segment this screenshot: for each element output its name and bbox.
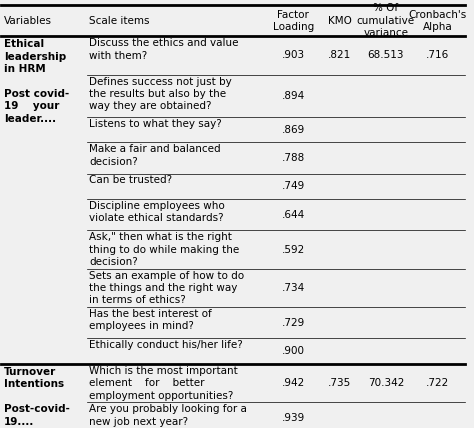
- Text: Ask," then what is the right
thing to do while making the
decision?: Ask," then what is the right thing to do…: [90, 232, 240, 267]
- Text: .939: .939: [282, 413, 305, 423]
- Text: .735: .735: [328, 378, 351, 388]
- Text: .729: .729: [282, 318, 305, 328]
- Text: Variables: Variables: [4, 16, 52, 26]
- Text: Has the best interest of
employees in mind?: Has the best interest of employees in mi…: [90, 309, 212, 331]
- Text: Scale items: Scale items: [90, 16, 150, 26]
- Text: % Of
cumulative
variance: % Of cumulative variance: [357, 3, 415, 38]
- Text: 70.342: 70.342: [368, 378, 404, 388]
- Text: Discuss the ethics and value
with them?: Discuss the ethics and value with them?: [90, 38, 239, 60]
- Text: Can be trusted?: Can be trusted?: [90, 175, 173, 185]
- Text: .749: .749: [282, 181, 305, 191]
- Text: Which is the most important
element    for    better
employment opportunities?: Which is the most important element for …: [90, 366, 238, 401]
- Text: .722: .722: [426, 378, 450, 388]
- Text: .894: .894: [282, 91, 305, 101]
- Text: Sets an example of how to do
the things and the right way
in terms of ethics?: Sets an example of how to do the things …: [90, 270, 245, 306]
- Text: Defines success not just by
the results but also by the
way they are obtained?: Defines success not just by the results …: [90, 77, 232, 111]
- Text: .942: .942: [282, 378, 305, 388]
- Text: .900: .900: [282, 346, 305, 356]
- Text: .644: .644: [282, 210, 305, 220]
- Text: .821: .821: [328, 51, 351, 60]
- Text: KMO: KMO: [328, 16, 352, 26]
- Text: 68.513: 68.513: [368, 51, 404, 60]
- Text: .869: .869: [282, 125, 305, 135]
- Text: .788: .788: [282, 153, 305, 163]
- Text: Factor
Loading: Factor Loading: [273, 9, 314, 32]
- Text: .592: .592: [282, 244, 305, 255]
- Text: Listens to what they say?: Listens to what they say?: [90, 119, 222, 129]
- Text: .903: .903: [282, 51, 305, 60]
- Text: Discipline employees who
violate ethical standards?: Discipline employees who violate ethical…: [90, 201, 225, 223]
- Text: Ethical
leadership
in HRM

Post covid-
19    your
leader....: Ethical leadership in HRM Post covid- 19…: [4, 39, 69, 124]
- Text: Are you probably looking for a
new job next year?: Are you probably looking for a new job n…: [90, 404, 247, 427]
- Text: Cronbach's
Alpha: Cronbach's Alpha: [409, 9, 467, 32]
- Text: Make a fair and balanced
decision?: Make a fair and balanced decision?: [90, 144, 221, 166]
- Text: Ethically conduct his/her life?: Ethically conduct his/her life?: [90, 340, 243, 350]
- Text: Turnover
Intentions

Post-covid-
19....: Turnover Intentions Post-covid- 19....: [4, 367, 70, 427]
- Text: .716: .716: [426, 51, 450, 60]
- Text: .734: .734: [282, 283, 305, 293]
